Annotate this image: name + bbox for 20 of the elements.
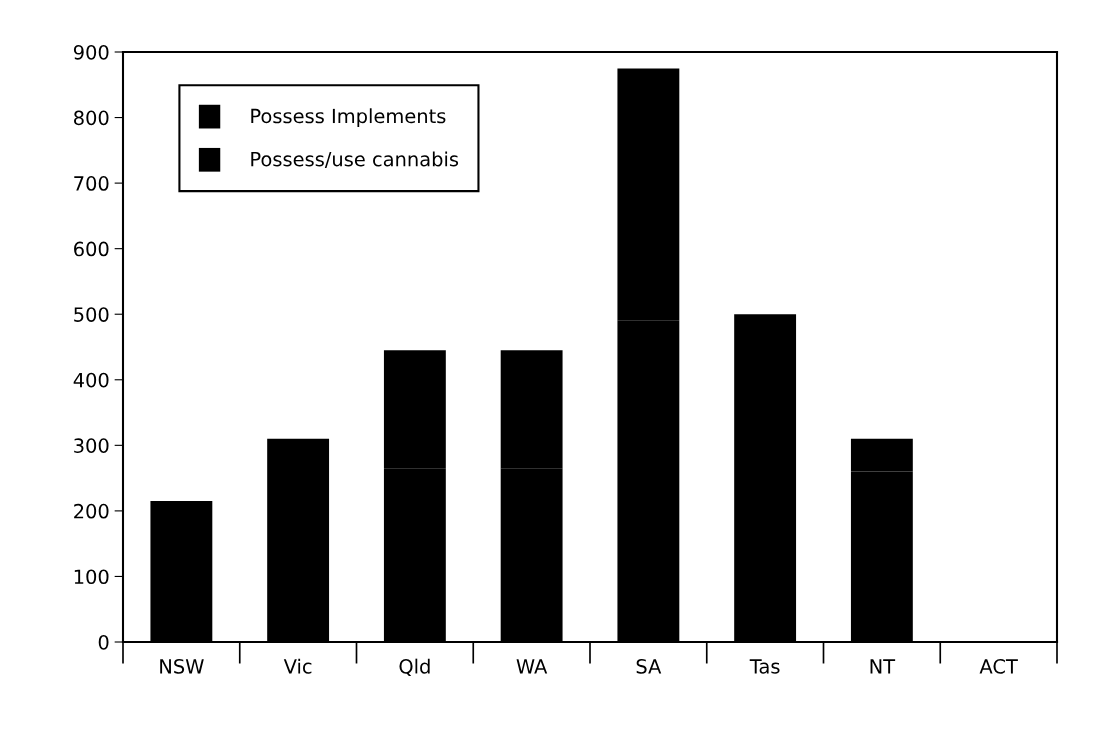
x-tick-label: Vic bbox=[283, 658, 312, 674]
y-tick-label: 900 bbox=[73, 44, 109, 60]
y-tick-label: 0 bbox=[98, 634, 109, 650]
legend-label: Possess/use cannabis bbox=[251, 151, 459, 169]
y-tick-label: 300 bbox=[74, 438, 109, 453]
y-tick-label: 100 bbox=[74, 569, 109, 585]
y-tick-label: 400 bbox=[73, 372, 109, 388]
x-tick-label: NSW bbox=[160, 659, 204, 674]
x-tick-label: SA bbox=[636, 659, 662, 674]
y-tick-label: 200 bbox=[74, 503, 109, 519]
x-tick-label: Tas bbox=[749, 659, 780, 674]
y-tick-label: 600 bbox=[74, 241, 109, 257]
y-tick-label: 800 bbox=[74, 110, 109, 126]
x-tick-label: WA bbox=[516, 659, 548, 674]
legend-label: Possess Implements bbox=[251, 108, 446, 128]
y-tick-label: 700 bbox=[74, 176, 109, 191]
y-tick-label: 500 bbox=[74, 307, 109, 322]
x-tick-label: NT bbox=[870, 659, 896, 674]
x-tick-label: Qld bbox=[399, 658, 430, 676]
x-tick-label: ACT bbox=[979, 659, 1018, 674]
